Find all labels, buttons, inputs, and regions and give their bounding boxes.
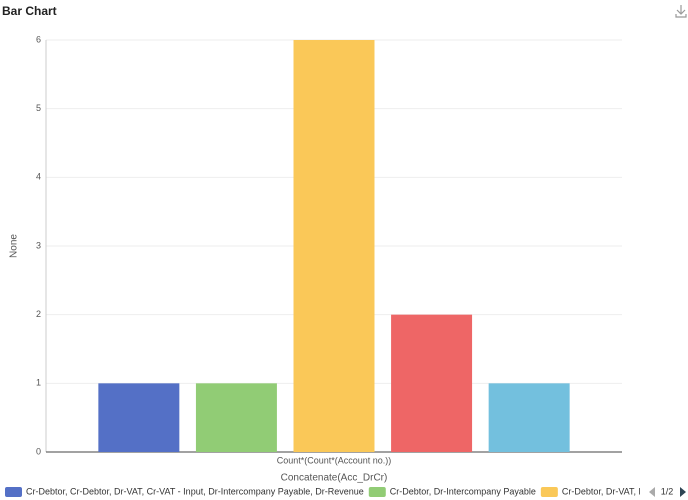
x-axis-label: Concatenate(Acc_DrCr): [281, 473, 388, 484]
bar: [195, 383, 277, 452]
chart-title: Bar Chart: [2, 4, 57, 18]
legend-swatch: [368, 487, 386, 497]
x-tick-label: Count*(Count*(Account no.)): [277, 455, 392, 465]
y-tick-label: 6: [36, 34, 41, 44]
legend-next[interactable]: [680, 487, 686, 497]
legend: Cr-Debtor, Cr-Debtor, Dr-VAT, Cr-VAT - I…: [5, 486, 687, 497]
y-tick-label: 4: [36, 172, 41, 182]
y-tick-label: 5: [36, 103, 41, 113]
y-tick-label: 3: [36, 240, 41, 250]
download-icon[interactable]: [675, 5, 687, 18]
y-tick-label: 1: [36, 378, 41, 388]
legend-prev[interactable]: [649, 487, 655, 497]
legend-swatch: [5, 487, 22, 497]
legend-swatch: [540, 487, 558, 497]
y-axis-label: None: [9, 234, 20, 258]
legend-label: Cr-Debtor, Dr-Intercompany Payable: [390, 486, 536, 496]
bar: [293, 40, 375, 452]
bar: [391, 314, 473, 452]
legend-label: Cr-Debtor, Dr-VAT, Dr-Revenue: [562, 486, 687, 496]
bar: [488, 383, 570, 452]
y-tick-label: 0: [36, 446, 41, 456]
legend-page: 1/2: [661, 486, 674, 496]
y-tick-label: 2: [36, 309, 41, 319]
legend-label: Cr-Debtor, Cr-Debtor, Dr-VAT, Cr-VAT - I…: [26, 486, 364, 496]
bar: [98, 383, 180, 452]
